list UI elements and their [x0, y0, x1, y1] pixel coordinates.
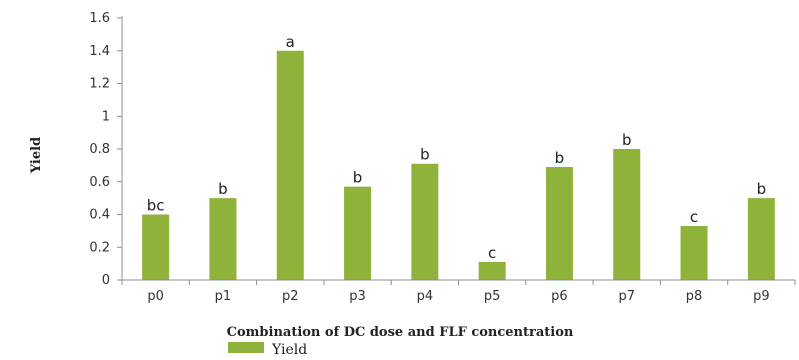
x-tick-label: p1	[215, 289, 232, 304]
x-axis-title: Combination of DC dose and FLF concentra…	[227, 325, 574, 340]
bar-significance-label: a	[286, 33, 295, 51]
y-tick-label: 0	[102, 273, 110, 288]
y-tick-label: 0.8	[89, 142, 110, 157]
bar-significance-label: b	[622, 131, 632, 149]
bar-significance-label: c	[690, 208, 698, 226]
x-tick-label: p4	[417, 289, 434, 304]
bar	[276, 50, 304, 280]
y-tick-label: 1.4	[89, 44, 110, 59]
bar-significance-label: b	[757, 180, 767, 198]
y-tick-label: 0.6	[89, 175, 110, 190]
y-tick-label: 1.2	[89, 77, 110, 92]
bar-significance-label: b	[218, 180, 228, 198]
bar	[411, 163, 439, 280]
bar-significance-label: b	[420, 146, 430, 164]
legend: Yield	[228, 342, 307, 358]
x-tick-label: p6	[551, 289, 568, 304]
bar	[478, 261, 506, 280]
bar	[613, 149, 641, 280]
x-tick-label: p8	[686, 289, 703, 304]
bar	[545, 167, 573, 280]
x-tick-label: p9	[753, 289, 770, 304]
y-axis: 0 0.2 0.4 0.6 0.8 1 1.2 1.4 1.6	[89, 11, 123, 288]
y-tick-label: 1	[102, 109, 110, 124]
y-tick-label: 1.6	[89, 11, 110, 26]
x-tick-label: p5	[484, 289, 501, 304]
bar-significance-label: b	[353, 169, 363, 187]
x-tick-label: p2	[282, 289, 299, 304]
bar	[680, 225, 708, 280]
bar-significance-label: bc	[147, 197, 165, 215]
bar	[344, 186, 372, 280]
bar-significance-label: c	[488, 244, 496, 262]
bar-significance-label: b	[555, 149, 565, 167]
legend-label: Yield	[271, 342, 307, 358]
bar	[747, 198, 775, 280]
y-axis-title: Yield	[29, 137, 44, 174]
bar	[209, 198, 237, 280]
legend-swatch	[228, 342, 264, 353]
x-tick-label: p7	[618, 289, 635, 304]
bar	[142, 214, 170, 280]
y-tick-label: 0.2	[89, 240, 110, 255]
x-axis: p0 p1 p2 p3 p4 p5 p6 p7 p8 p9	[121, 279, 796, 304]
x-tick-label: p0	[147, 289, 164, 304]
x-tick-label: p3	[349, 289, 366, 304]
y-tick-label: 0.4	[89, 208, 110, 223]
